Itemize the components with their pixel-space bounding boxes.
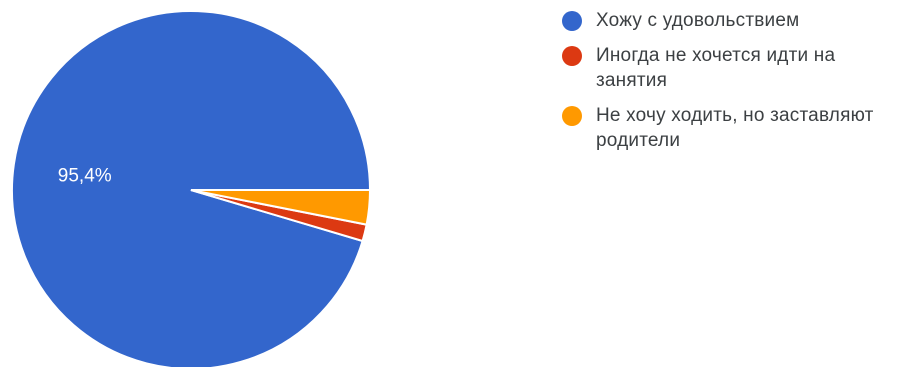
pie-slices	[11, 10, 372, 367]
pie-data-labels: 95,4%	[58, 166, 112, 187]
legend-swatch-forced	[562, 106, 582, 126]
legend-swatch-sometimes	[562, 46, 582, 66]
legend-label-forced: Не хочу ходить, но заставляют родители	[596, 105, 874, 151]
legend-swatch-enjoy	[562, 11, 582, 31]
legend-item-forced[interactable]: Не хочу ходить, но заставляют родители	[562, 103, 892, 153]
legend-item-enjoy[interactable]: Хожу с удовольствием	[562, 8, 892, 33]
legend-label-enjoy: Хожу с удовольствием	[596, 10, 800, 31]
legend-label-sometimes: Иногда не хочется идти на занятия	[596, 45, 836, 91]
pie-slice-forced[interactable]	[190, 189, 372, 226]
pie-chart: 95,4%	[11, 10, 372, 367]
chart-legend: Хожу с удовольствием Иногда не хочется и…	[562, 8, 892, 163]
legend-item-sometimes[interactable]: Иногда не хочется идти на занятия	[562, 43, 892, 93]
pie-label-enjoy: 95,4%	[58, 166, 112, 187]
